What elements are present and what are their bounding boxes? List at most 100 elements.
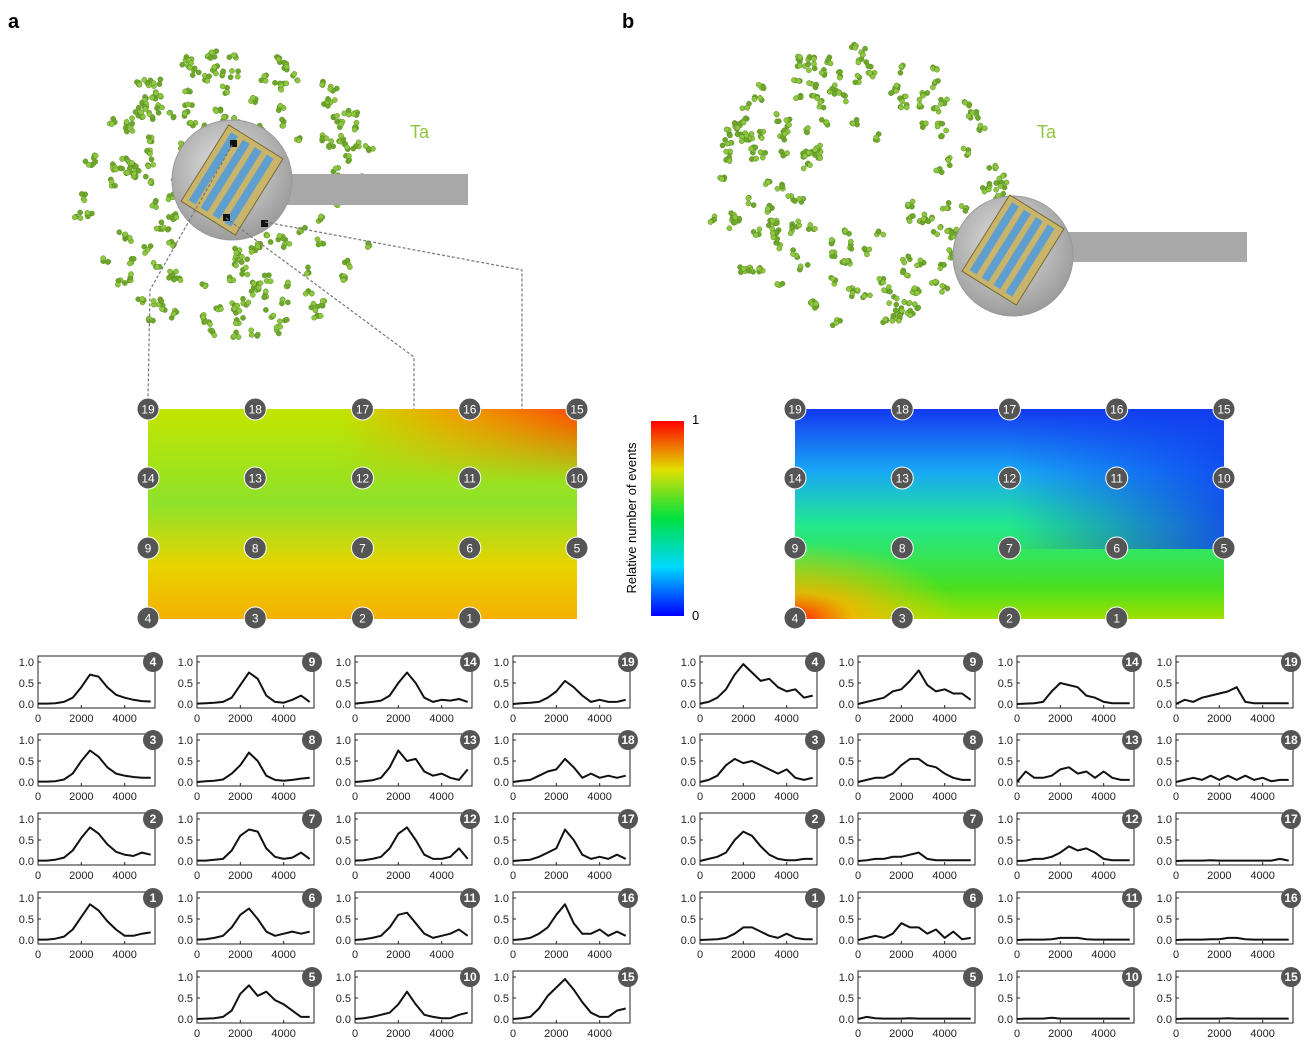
particle	[900, 254, 912, 265]
particle	[770, 226, 782, 236]
particle-atom	[867, 247, 872, 252]
x-tick-label: 4000	[271, 1028, 295, 1040]
x-tick-label: 2000	[544, 949, 568, 961]
plot-frame	[1017, 971, 1134, 1023]
particle-atom	[284, 64, 289, 69]
x-tick-label: 0	[352, 713, 358, 725]
x-tick-label: 2000	[69, 791, 93, 803]
particle-atom	[745, 105, 750, 110]
plot-frame	[197, 656, 314, 708]
particle	[85, 210, 95, 219]
particle-atom	[173, 269, 178, 274]
particle	[145, 157, 155, 169]
heatmap-shade	[795, 480, 1095, 619]
particle-atom	[145, 247, 150, 252]
position-label: 14	[141, 472, 155, 486]
x-tick-label: 0	[352, 1028, 358, 1040]
particle-atom	[838, 69, 843, 74]
particle-atom	[313, 308, 318, 313]
badge-label: 13	[463, 733, 477, 747]
x-tick-label: 2000	[1207, 791, 1231, 803]
y-tick-label: 0.0	[19, 699, 34, 711]
y-tick-label: 0.0	[681, 699, 696, 711]
y-tick-label: 1.0	[336, 735, 351, 747]
particle	[938, 128, 948, 139]
y-tick-label: 0.5	[494, 835, 509, 847]
particle-atom	[777, 246, 782, 251]
x-tick-label: 0	[352, 791, 358, 803]
x-tick-label: 0	[697, 713, 703, 725]
particle	[939, 283, 950, 294]
particle	[897, 306, 904, 314]
particle	[202, 73, 212, 83]
y-tick-label: 1.0	[336, 657, 351, 669]
badge-label: 3	[812, 733, 819, 747]
particle	[151, 77, 163, 89]
particle-atom	[775, 186, 780, 191]
particle-atom	[124, 129, 129, 134]
y-tick-label: 0.0	[839, 935, 854, 947]
x-tick-label: 0	[35, 791, 41, 803]
particle-atom	[318, 313, 323, 318]
particle	[262, 289, 269, 300]
x-tick-label: 2000	[889, 870, 913, 882]
particle-atom	[128, 165, 133, 170]
y-tick-label: 0.0	[998, 935, 1013, 947]
particle-atom	[341, 278, 346, 283]
particle-atom	[117, 230, 122, 235]
position-label: 9	[792, 542, 799, 556]
x-tick-label: 2000	[731, 713, 755, 725]
particle	[926, 215, 935, 224]
particle-atom	[209, 50, 214, 55]
plot-frame	[1017, 656, 1134, 708]
particle	[807, 80, 819, 90]
x-tick-label: 4000	[429, 949, 453, 961]
badge-label: 4	[150, 655, 157, 669]
x-tick-label: 2000	[228, 713, 252, 725]
y-tick-label: 0.5	[494, 914, 509, 926]
x-tick-label: 2000	[889, 791, 913, 803]
particle-atom	[917, 97, 922, 102]
badge-label: 7	[970, 812, 977, 826]
particle	[788, 225, 795, 236]
position-label: 3	[899, 612, 906, 626]
x-tick-label: 2000	[228, 949, 252, 961]
particle-atom	[866, 64, 871, 69]
particle	[328, 84, 340, 94]
position-label: 8	[252, 542, 259, 556]
particle	[214, 304, 224, 312]
particle-atom	[166, 240, 171, 245]
particle	[775, 281, 785, 288]
particle-atom	[142, 77, 147, 82]
x-tick-label: 2000	[1207, 713, 1231, 725]
particle-atom	[250, 95, 255, 100]
particle-atom	[812, 226, 817, 231]
particle-atom	[292, 71, 297, 76]
particle-atom	[346, 112, 351, 117]
badge-label: 19	[1284, 655, 1298, 669]
particle-atom	[221, 69, 226, 74]
particle-atom	[143, 174, 148, 179]
particle-atom	[797, 54, 802, 59]
particle-atom	[281, 245, 286, 250]
y-tick-label: 1.0	[839, 893, 854, 905]
particle	[905, 308, 916, 318]
y-tick-label: 0.5	[1157, 678, 1172, 690]
particle-atom	[229, 68, 234, 73]
badge-label: 16	[1284, 891, 1298, 905]
particle	[774, 240, 783, 251]
position-label: 19	[141, 403, 155, 417]
particle-atom	[899, 64, 904, 69]
x-tick-label: 4000	[774, 949, 798, 961]
particle-atom	[365, 245, 370, 250]
particle	[151, 260, 162, 269]
y-tick-label: 0.0	[19, 935, 34, 947]
particle	[279, 117, 286, 128]
y-tick-label: 1.0	[178, 735, 193, 747]
particle-atom	[708, 219, 713, 224]
particle-atom	[896, 318, 901, 323]
x-tick-label: 2000	[386, 870, 410, 882]
particle-atom	[151, 162, 156, 167]
particle-atom	[208, 55, 213, 60]
x-tick-label: 2000	[1048, 949, 1072, 961]
